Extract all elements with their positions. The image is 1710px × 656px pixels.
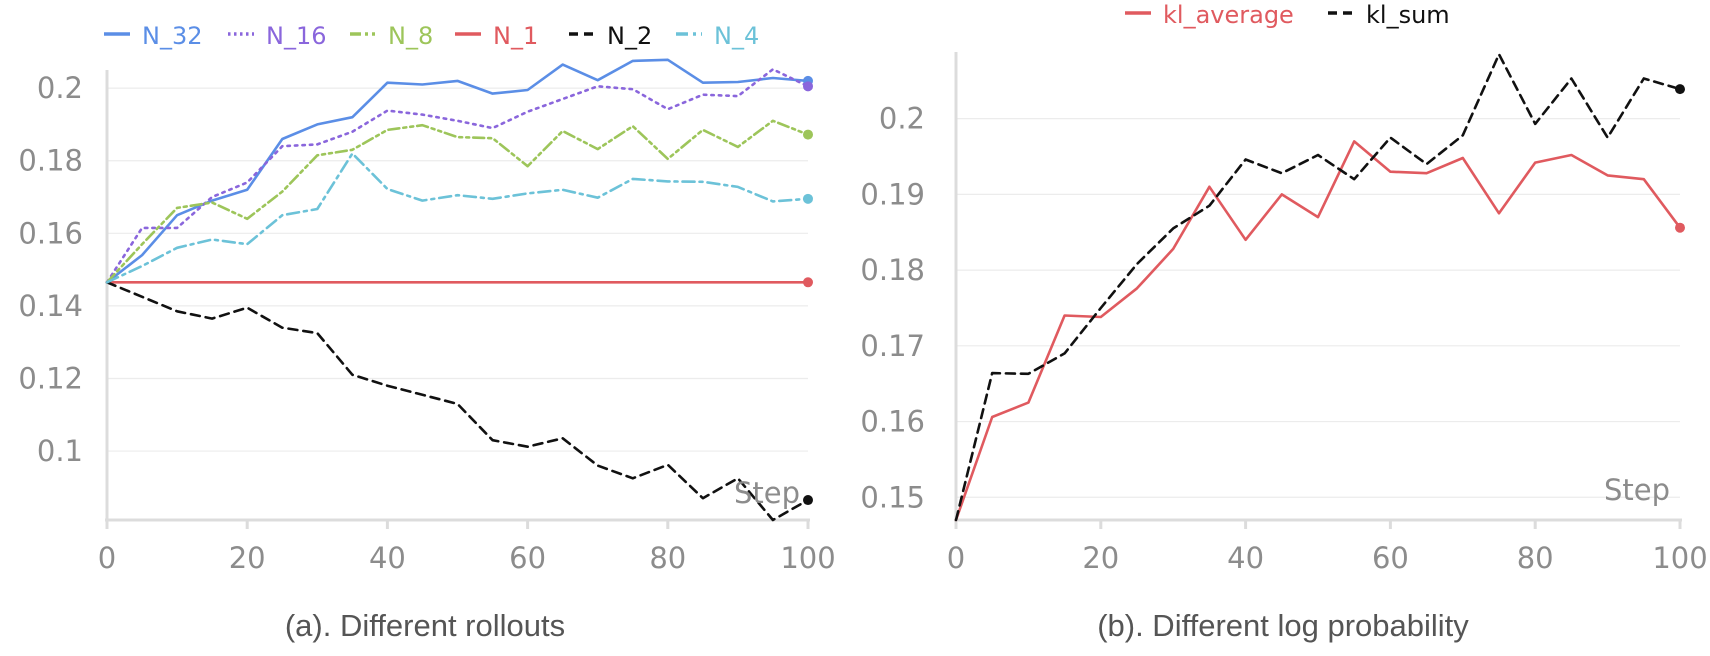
- chart-different-rollouts: 0.1 0.12 0.14 0.16 0.18 0.2 0 20 40 60 80 100 Step N_…: [18, 22, 835, 643]
- legend-item-n-16: N_16: [228, 22, 327, 50]
- series-line-n-32: [105, 58, 810, 284]
- x-tick-label: 40: [1227, 541, 1264, 575]
- y-tick-label: 0.1: [37, 434, 83, 468]
- x-tick-label: 0: [947, 541, 965, 575]
- y-tick-label: 0.16: [860, 405, 925, 439]
- x-tick-label: 40: [369, 541, 406, 575]
- legend-item-kl-sum: kl_sum: [1328, 1, 1450, 29]
- series-line-kl-average: [954, 140, 1682, 522]
- x-tick-label: 60: [509, 541, 546, 575]
- series-line-n-4: [105, 152, 810, 284]
- legend-label: N_32: [142, 22, 203, 50]
- legend-label: N_8: [388, 22, 433, 50]
- legend-item-kl-average: kl_average: [1125, 1, 1294, 29]
- y-tick-label: 0.14: [18, 289, 83, 323]
- y-tick-label: 0.17: [860, 329, 925, 363]
- legend-label: N_1: [493, 22, 538, 50]
- legend-item-n-1: N_1: [455, 22, 538, 50]
- x-tick-label: 20: [1082, 541, 1119, 575]
- x-tick-label: 80: [649, 541, 686, 575]
- y-tick-label: 0.2: [879, 102, 925, 136]
- legend-label: N_2: [607, 22, 652, 50]
- series-line-n-16: [105, 68, 810, 284]
- series-end-point-n-2: [803, 495, 813, 506]
- y-tick-label: 0.16: [18, 216, 83, 250]
- legend-label: N_4: [714, 22, 759, 50]
- chart-different-log-probability: 0.15 0.16 0.17 0.18 0.19 0.2 0 20 40 60 80 100 Step k…: [860, 1, 1707, 643]
- y-tick-label: 0.2: [37, 71, 83, 105]
- y-tick-label: 0.18: [18, 144, 83, 178]
- series-end-point-n-8: [803, 129, 813, 140]
- series-line-n-8: [105, 119, 810, 284]
- chart-caption: (b). Different log probability: [1097, 608, 1469, 643]
- series-end-point-n-4: [803, 193, 813, 204]
- series-end-point-n-1: [803, 277, 813, 288]
- legend-item-n-2: N_2: [569, 22, 652, 50]
- series-end-point-n-16: [803, 81, 813, 92]
- x-tick-label: 80: [1517, 541, 1554, 575]
- x-tick-label: 100: [780, 541, 835, 575]
- x-tick-label: 0: [98, 541, 116, 575]
- y-tick-label: 0.18: [860, 253, 925, 287]
- legend-item-n-4: N_4: [676, 22, 759, 50]
- legend-label: kl_average: [1163, 1, 1294, 29]
- x-axis-title: Step: [734, 476, 800, 510]
- y-tick-label: 0.19: [860, 177, 925, 211]
- x-tick-label: 100: [1652, 541, 1707, 575]
- legend-label: N_16: [266, 22, 327, 50]
- x-tick-label: 20: [229, 541, 266, 575]
- series-line-n-2: [105, 280, 810, 522]
- chart-caption: (a). Different rollouts: [285, 608, 565, 643]
- series-end-point-kl-sum: [1675, 84, 1685, 95]
- legend-label: kl_sum: [1366, 1, 1450, 29]
- x-axis-title: Step: [1604, 473, 1670, 507]
- y-tick-label: 0.15: [860, 480, 925, 514]
- x-tick-label: 60: [1372, 541, 1409, 575]
- legend-item-n-32: N_32: [104, 22, 203, 50]
- series-end-point-kl-average: [1675, 222, 1685, 233]
- y-tick-label: 0.12: [18, 361, 83, 395]
- series-line-kl-sum: [954, 52, 1682, 522]
- legend-item-n-8: N_8: [350, 22, 433, 50]
